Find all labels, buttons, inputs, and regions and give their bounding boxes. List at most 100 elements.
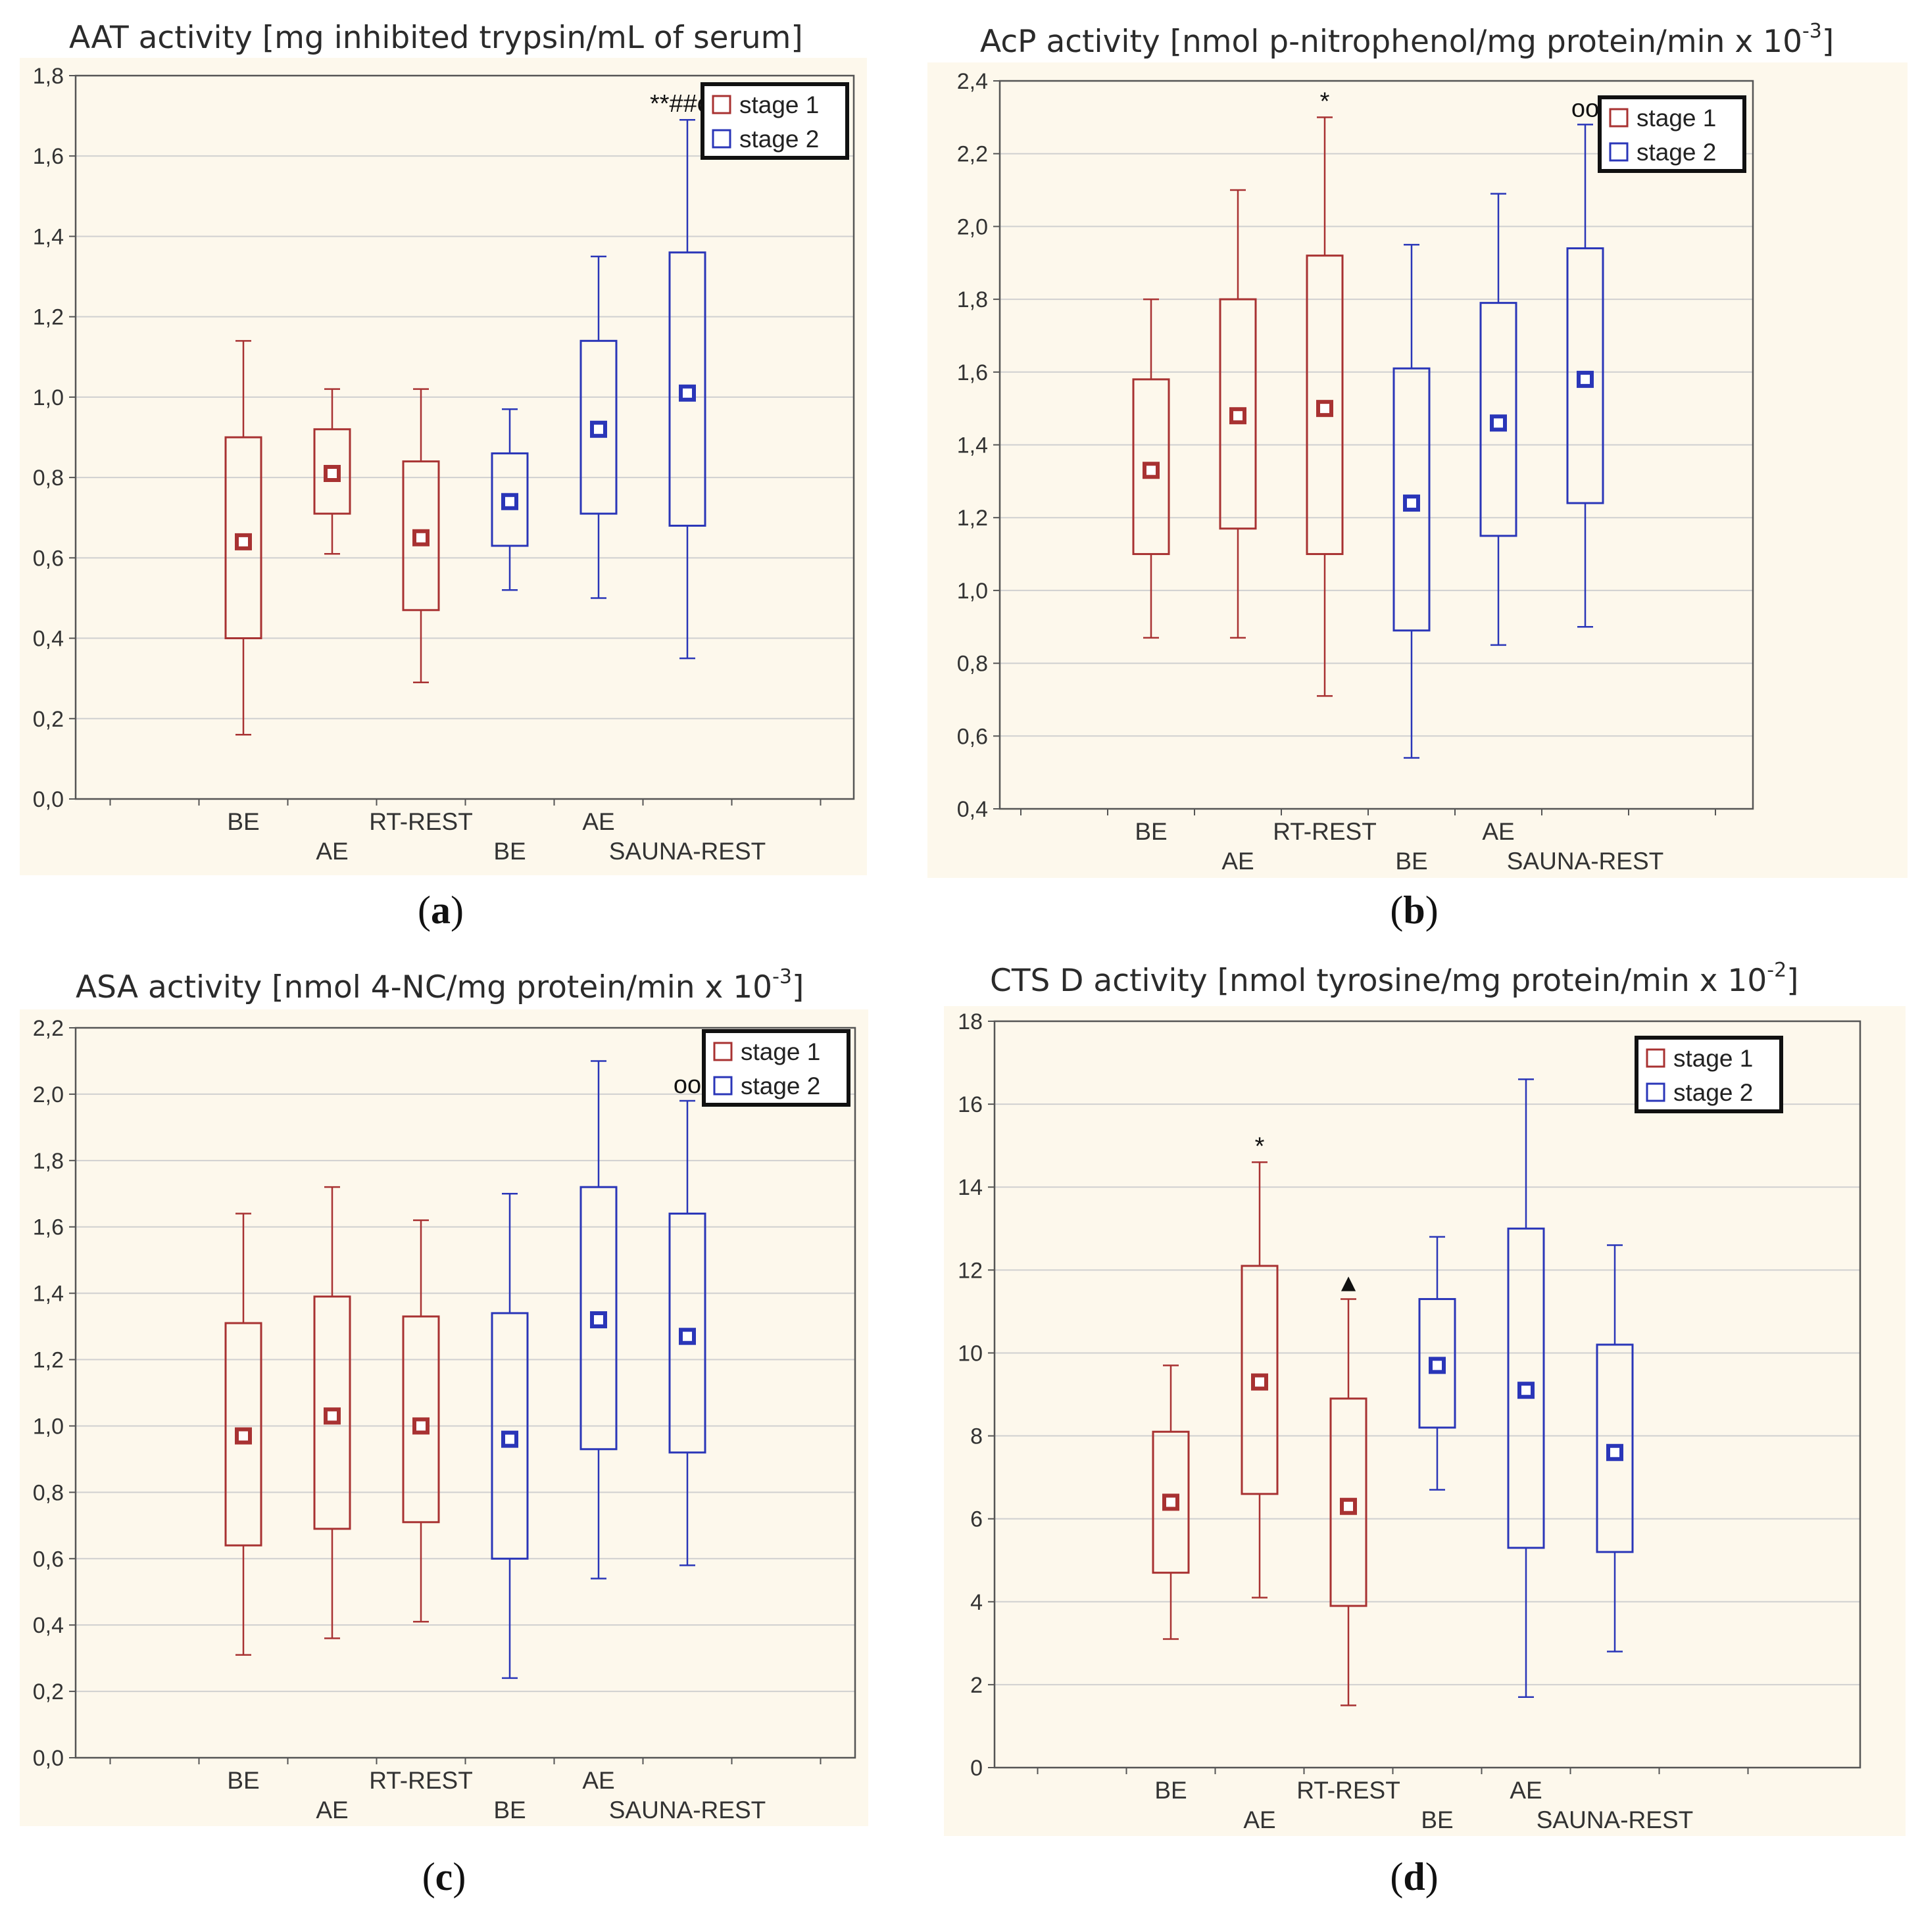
chart0-ytick-label: 0,2 <box>33 707 64 732</box>
panel-c-plot-background <box>20 1009 868 1826</box>
chart0-ytick-label: 0,0 <box>33 787 64 812</box>
chart3-ytick-label: 18 <box>958 1009 983 1034</box>
chart2-category-label: RT-REST <box>369 1767 473 1794</box>
panel-a-caption: (a) <box>418 888 464 932</box>
chart0-box <box>224 436 262 640</box>
chart2-ytick-label: 1,8 <box>33 1149 64 1174</box>
chart2-ytick-label: 1,6 <box>33 1215 64 1240</box>
chart3-ytick-label: 2 <box>970 1673 983 1698</box>
chart2-mean-marker <box>501 1430 518 1448</box>
chart1-box <box>1392 367 1431 632</box>
chart1-ytick-label: 2,4 <box>957 69 988 94</box>
chart3-significance-label: ▲ <box>1336 1269 1361 1297</box>
chart1-ytick-label: 1,4 <box>957 433 988 458</box>
chart1-ytick-label: 0,4 <box>957 797 988 822</box>
chart0-box <box>668 251 706 527</box>
chart1-mean-marker <box>1316 400 1333 418</box>
chart0-ytick-label: 1,6 <box>33 144 64 169</box>
chart1-ytick-label: 1,8 <box>957 287 988 312</box>
panel-d-title: CTS D activity [nmol tyrosine/mg protein… <box>990 959 1799 999</box>
chart0-mean-marker <box>235 533 252 550</box>
chart3-ytick-label: 10 <box>958 1341 983 1366</box>
chart0-mean-marker <box>679 384 696 402</box>
chart2-category-label: AE <box>316 1797 348 1823</box>
chart1-ytick-label: 1,0 <box>957 579 988 604</box>
chart3-box <box>1596 1343 1634 1553</box>
chart1-mean-marker <box>1143 462 1160 479</box>
chart3-legend-label: stage 1 <box>1673 1045 1753 1072</box>
chart3-mean-marker <box>1251 1373 1268 1391</box>
chart2-ytick-label: 0,8 <box>33 1480 64 1505</box>
panel-b-plot-background <box>927 62 1908 878</box>
chart3-mean-marker <box>1517 1382 1535 1399</box>
chart0-category-label: BE <box>227 808 259 835</box>
chart3-box <box>1329 1397 1367 1607</box>
panel-a-plot-background <box>20 58 867 875</box>
chart1-ytick-label: 2,2 <box>957 142 988 167</box>
chart1-ytick-label: 1,6 <box>957 360 988 385</box>
chart1-plot-frame <box>998 80 1754 810</box>
chart2-category-label: BE <box>493 1797 526 1823</box>
chart3-ytick-label: 12 <box>958 1258 983 1283</box>
chart2-ytick-label: 2,0 <box>33 1082 64 1107</box>
chart0-legend-label: stage 1 <box>739 91 819 118</box>
chart3-ytick-label: 14 <box>958 1175 983 1200</box>
chart0-ytick-label: 0,4 <box>33 627 64 652</box>
chart2-category-label: AE <box>582 1767 614 1794</box>
chart2-ytick-label: 0,0 <box>33 1746 64 1771</box>
chart2-category-label: SAUNA-REST <box>609 1797 766 1823</box>
chart3-ytick-label: 16 <box>958 1092 983 1117</box>
chart2-ytick-label: 1,0 <box>33 1414 64 1439</box>
chart0-category-label: AE <box>316 838 348 865</box>
chart1-box <box>1219 298 1257 530</box>
chart1-significance-label: * <box>1320 87 1330 115</box>
chart2-mean-marker <box>679 1328 696 1345</box>
panel-d-caption: (d) <box>1390 1855 1439 1898</box>
chart3-box <box>1241 1265 1279 1495</box>
chart1-box <box>1479 302 1517 537</box>
panel-b-title: AcP activity [nmol p-nitrophenol/mg prot… <box>980 20 1834 60</box>
chart3-ytick-label: 0 <box>970 1756 983 1781</box>
chart3-mean-marker <box>1606 1443 1623 1461</box>
chart2-box <box>402 1315 440 1524</box>
chart3-legend-swatch <box>1646 1082 1665 1102</box>
chart2-mean-marker <box>590 1311 607 1328</box>
chart3-plot-frame <box>993 1020 1861 1769</box>
chart0-mean-marker <box>412 529 430 546</box>
chart0-plot-frame <box>74 74 855 800</box>
chart1-mean-marker <box>1403 495 1420 512</box>
panel-d-plot-background <box>944 1006 1906 1836</box>
chart3-mean-marker <box>1162 1493 1179 1511</box>
chart1-mean-marker <box>1229 407 1246 425</box>
chart1-category-label: BE <box>1395 848 1427 875</box>
chart1-category-label: BE <box>1135 818 1167 845</box>
chart0-legend-swatch <box>712 95 731 114</box>
chart2-box <box>668 1213 706 1454</box>
chart2-box <box>491 1312 529 1560</box>
chart2-legend-swatch <box>713 1076 733 1096</box>
chart1-box <box>1566 247 1604 504</box>
chart1-category-label: SAUNA-REST <box>1507 848 1663 875</box>
chart2-legend-label: stage 1 <box>741 1038 820 1065</box>
chart3-category-label: SAUNA-REST <box>1537 1806 1693 1833</box>
chart2-box <box>313 1295 351 1530</box>
chart3-mean-marker <box>1429 1357 1446 1374</box>
chart2-ytick-label: 0,4 <box>33 1613 64 1638</box>
chart2-mean-marker <box>412 1417 430 1435</box>
chart2-ytick-label: 2,2 <box>33 1016 64 1041</box>
chart1-significance-label: oo <box>1571 95 1599 122</box>
chart0-category-label: RT-REST <box>369 808 473 835</box>
chart3-category-label: RT-REST <box>1296 1777 1400 1804</box>
chart0-mean-marker <box>590 420 607 438</box>
chart2-ytick-label: 1,2 <box>33 1348 64 1373</box>
chart3-category-label: BE <box>1154 1777 1187 1804</box>
chart1-ytick-label: 1,2 <box>957 506 988 531</box>
chart2-legend-label: stage 2 <box>741 1073 820 1099</box>
chart3-ytick-label: 8 <box>970 1424 983 1449</box>
chart0-ytick-label: 1,2 <box>33 305 64 330</box>
panel-c-title: ASA activity [nmol 4-NC/mg protein/min x… <box>76 965 804 1005</box>
chart3-ytick-label: 6 <box>970 1507 983 1532</box>
